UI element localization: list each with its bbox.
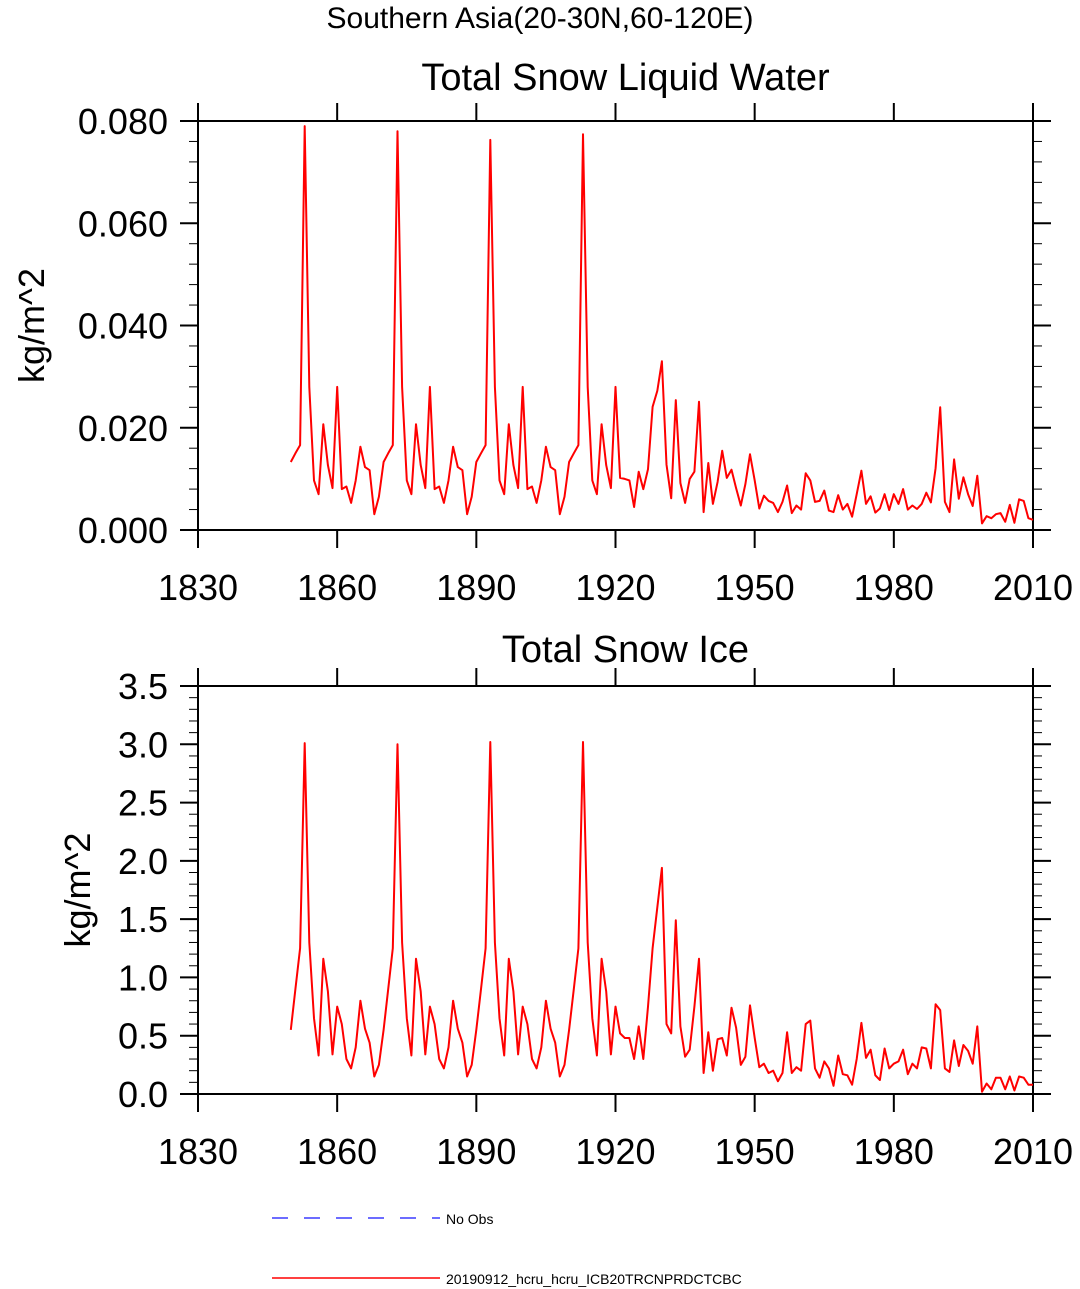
panel-total-snow-liquid-water: Total Snow Liquid Water kg/m^2 1830 1860 189…	[11, 57, 1073, 608]
x-tick-label: 1980	[854, 1131, 934, 1172]
y-tick-label: 2.5	[118, 783, 168, 824]
legend-no-obs-label: No Obs	[446, 1211, 493, 1227]
y-tick-label: 0.020	[78, 408, 168, 449]
legend: No Obs 20190912_hcru_hcru_ICB20TRCNPRDCT…	[272, 1211, 742, 1287]
y-tick-label: 3.0	[118, 724, 168, 765]
y-tick-label: 0.080	[78, 101, 168, 142]
figure-title: Southern Asia(20-30N,60-120E)	[327, 2, 754, 35]
plot-frame	[197, 685, 1034, 1095]
x-tick-label: 1830	[158, 1131, 238, 1172]
y-tick-label: 1.5	[118, 899, 168, 940]
y-tick-label: 0.040	[78, 306, 168, 347]
x-tick-label: 1890	[436, 567, 516, 608]
y-tick-label: 0.0	[118, 1074, 168, 1115]
y-tick-label: 0.060	[78, 203, 168, 244]
x-tick-label: 1830	[158, 567, 238, 608]
x-tick-label: 1860	[297, 1131, 377, 1172]
x-tick-label: 1890	[436, 1131, 516, 1172]
y-axis-label: kg/m^2	[11, 268, 52, 383]
x-tick-label: 2010	[993, 567, 1073, 608]
x-tick-label: 1920	[575, 1131, 655, 1172]
y-tick-label: 1.0	[118, 957, 168, 998]
panel-title: Total Snow Ice	[502, 629, 749, 671]
y-tick-label: 3.5	[118, 666, 168, 707]
plot-frame	[197, 120, 1034, 531]
y-tick-label: 0.000	[78, 510, 168, 551]
legend-model-label: 20190912_hcru_hcru_ICB20TRCNPRDCTCBC	[446, 1271, 742, 1287]
panel-total-snow-ice: Total Snow Ice kg/m^2 1830 1860 1890 1920 1950…	[57, 629, 1073, 1172]
x-tick-label: 1980	[854, 567, 934, 608]
x-tick-label: 1920	[575, 567, 655, 608]
x-tick-label: 1860	[297, 567, 377, 608]
series-line	[289, 741, 1033, 1093]
x-tick-label: 1950	[715, 567, 795, 608]
y-tick-label: 0.5	[118, 1016, 168, 1057]
series-line	[289, 125, 1034, 525]
x-tick-label: 2010	[993, 1131, 1073, 1172]
x-tick-label: 1950	[715, 1131, 795, 1172]
y-axis-label: kg/m^2	[57, 833, 98, 948]
panel-title: Total Snow Liquid Water	[421, 57, 830, 99]
y-tick-label: 2.0	[118, 841, 168, 882]
